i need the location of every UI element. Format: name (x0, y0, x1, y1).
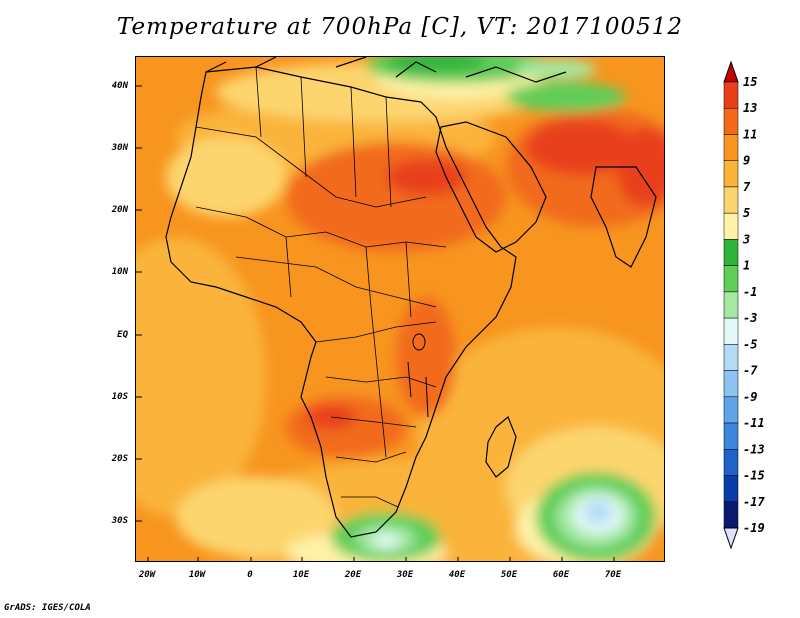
axis-ticks (136, 85, 615, 561)
colorbar-label: -9 (743, 390, 757, 404)
map-title: Temperature at 700hPa [C], VT: 201710051… (116, 14, 684, 40)
colorbar-label: 5 (743, 206, 750, 220)
coastlines (165, 57, 657, 538)
colorbar-top-arrow (723, 60, 739, 83)
map-panel (135, 56, 665, 562)
colorbar-label: 11 (743, 127, 757, 141)
lon-label: 20W (138, 570, 157, 580)
colorbar-segment (723, 449, 739, 476)
lon-label: 70E (605, 570, 622, 580)
colorbar-bottom-arrow (723, 527, 739, 550)
colorbar-label: -17 (743, 495, 765, 509)
colorbar-label: 13 (743, 101, 757, 115)
colorbar-label: -7 (743, 364, 758, 378)
colorbar-label: -15 (743, 469, 765, 483)
colorbar-segment (723, 422, 739, 450)
colorbar-segment (723, 107, 739, 135)
colorbar-segment (723, 186, 739, 214)
lon-label: 60E (553, 570, 570, 580)
lon-label: 50E (501, 570, 518, 580)
colorbar-segment (723, 265, 739, 293)
lakes (407, 333, 429, 418)
colorbar-label: -13 (743, 442, 765, 456)
colorbar-label: -1 (743, 285, 757, 299)
colorbar-label: -19 (743, 521, 765, 535)
colorbar-segment (723, 475, 739, 503)
lat-label: 20S (111, 454, 129, 464)
lat-label: EQ (117, 330, 128, 340)
colorbar-label: 1 (743, 259, 750, 273)
colorbar-segment (723, 81, 739, 109)
colorbar-segment (723, 160, 739, 188)
colorbar-label: -11 (743, 416, 765, 430)
africa-coastline (165, 66, 517, 538)
temperature-field (136, 57, 664, 561)
lat-label: 30S (111, 516, 129, 526)
colorbar-segment (723, 344, 739, 371)
colorbar-segment (723, 134, 739, 161)
lat-label: 20N (111, 205, 129, 215)
lon-label: 0 (247, 570, 253, 580)
country-borders (195, 66, 447, 508)
colorbar-segment (723, 212, 739, 240)
colorbar-segment (723, 501, 739, 529)
colorbar-segment (723, 396, 739, 424)
colorbar-segment (723, 370, 739, 398)
colorbar: 15 13 11 9 7 5 3 1 -1 -3 -5 -7 -9 -11 -13 -15 -17 -19 (723, 60, 765, 550)
colorbar-segment (723, 317, 739, 345)
lat-label: 40N (112, 81, 129, 91)
arabia-coastline (435, 121, 547, 253)
india-coastline (590, 166, 657, 268)
colorbar-label: -5 (743, 337, 757, 351)
lon-label: 10W (189, 570, 207, 580)
colorbar-label: 3 (742, 232, 750, 246)
lon-label: 40E (449, 570, 466, 580)
footer-credit: GrADS: IGES/COLA (4, 603, 91, 613)
lat-label: 30N (111, 143, 129, 153)
colorbar-label: -3 (743, 311, 757, 325)
madagascar-coastline (485, 416, 517, 478)
lat-label: 10N (112, 267, 129, 277)
temperature-shading (136, 57, 664, 561)
colorbar-segment (723, 239, 739, 266)
colorbar-label: 9 (743, 154, 750, 168)
europe-coastline (205, 57, 567, 83)
lon-label: 10E (293, 570, 310, 580)
lat-label: 10S (112, 392, 129, 402)
colorbar-label: 15 (743, 75, 757, 89)
lon-label: 30E (396, 570, 414, 580)
colorbar-segment (723, 291, 739, 319)
lon-label: 20E (344, 570, 362, 580)
colorbar-label: 7 (743, 180, 751, 194)
